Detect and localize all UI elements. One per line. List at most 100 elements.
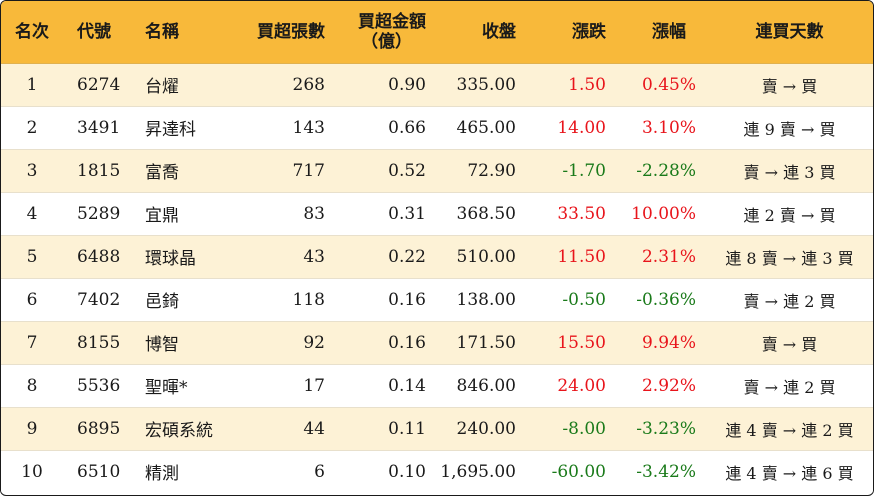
rank-cell: 3: [1, 149, 63, 193]
table-row: 9 6895 宏碩系統 44 0.11 240.00 -8.00 -3.23% 連 4 賣 → …: [1, 407, 873, 451]
header-close: 收盤: [436, 1, 526, 64]
net-buy-amount-cell: 0.16: [335, 278, 436, 322]
change-pct-cell: 2.92%: [616, 364, 706, 408]
code-cell: 7402: [63, 278, 133, 322]
change-cell: 14.00: [526, 106, 616, 150]
change-pct-cell: 10.00%: [616, 192, 706, 236]
streak-cell: 賣 → 買: [706, 63, 873, 107]
code-cell: 6274: [63, 63, 133, 107]
code-cell: 1815: [63, 149, 133, 193]
rank-cell: 10: [21, 461, 43, 482]
name-cell: 邑錡: [133, 278, 237, 322]
change-pct-cell: -3.23%: [616, 407, 706, 451]
code-cell: 5536: [63, 364, 133, 408]
header-change-pct: 漲幅: [616, 1, 706, 64]
header-row: 名次 代號 名稱 買超張數 買超金額 （億） 收盤 漲跌 漲幅 連買天數: [1, 1, 873, 64]
table-row: 6 7402 邑錡 118 0.16 138.00 -0.50 -0.36% 賣 → 連 2 買: [1, 278, 873, 322]
name-cell: 精測: [145, 464, 179, 485]
rank-cell: 2: [1, 106, 63, 150]
change-pct-cell: 2.31%: [616, 235, 706, 279]
code-cell: 8155: [63, 321, 133, 365]
rank-cell: 5: [1, 235, 63, 279]
table-row: 5 6488 環球晶 43 0.22 510.00 11.50 2.31% 連 8 賣 → 連 …: [1, 235, 873, 279]
rank-cell: 7: [1, 321, 63, 365]
code-cell: 5289: [63, 192, 133, 236]
change-pct-cell: -3.42%: [636, 461, 696, 482]
net-buy-lots-cell: 43: [237, 235, 335, 279]
table-body: 1 6274 台燿 268 0.90 335.00 1.50 0.45% 賣 → 買 2 3491 昇…: [1, 63, 873, 493]
change-cell: 24.00: [526, 364, 616, 408]
close-cell: 465.00: [436, 106, 526, 150]
table-row: 10 6510 精測 6 0.10 1,695.00 -60.00 -3.42% 連 4 賣 →…: [1, 450, 873, 493]
rank-cell: 9: [1, 407, 63, 451]
change-cell: 11.50: [526, 235, 616, 279]
change-cell: 1.50: [526, 63, 616, 107]
change-cell: 15.50: [526, 321, 616, 365]
change-pct-cell: -2.28%: [616, 149, 706, 193]
streak-cell: 連 4 賣 → 連 2 買: [706, 407, 873, 451]
net-buy-lots-cell: 17: [237, 364, 335, 408]
close-cell: 510.00: [436, 235, 526, 279]
header-net-buy-lots: 買超張數: [237, 1, 335, 64]
header-net-buy-amount-line1: 買超金額: [358, 11, 426, 32]
code-cell: 6895: [63, 407, 133, 451]
change-cell: 33.50: [526, 192, 616, 236]
change-cell: -0.50: [526, 278, 616, 322]
code-cell: 6488: [63, 235, 133, 279]
net-buy-lots-cell: 143: [237, 106, 335, 150]
streak-cell: 連 4 賣 → 連 6 買: [725, 463, 854, 483]
rank-cell: 4: [1, 192, 63, 236]
table-row: 3 1815 富喬 717 0.52 72.90 -1.70 -2.28% 賣 → 連 3 買: [1, 149, 873, 193]
net-buy-amount-cell: 0.16: [335, 321, 436, 365]
net-buy-lots-cell: 268: [237, 63, 335, 107]
header-net-buy-amount-line2: （億）: [361, 31, 412, 52]
streak-cell: 賣 → 連 2 買: [706, 278, 873, 322]
name-cell: 昇達科: [133, 106, 237, 150]
net-buy-amount-cell: 0.31: [335, 192, 436, 236]
streak-cell: 連 2 賣 → 買: [706, 192, 873, 236]
close-cell: 138.00: [436, 278, 526, 322]
streak-cell: 連 9 賣 → 買: [706, 106, 873, 150]
header-streak: 連買天數: [706, 1, 873, 64]
close-cell: 240.00: [436, 407, 526, 451]
name-cell: 聖暉*: [133, 364, 237, 408]
rank-cell: 8: [1, 364, 63, 408]
streak-cell: 賣 → 連 2 買: [706, 364, 873, 408]
change-pct-cell: 3.10%: [616, 106, 706, 150]
net-buy-lots-cell: 44: [237, 407, 335, 451]
net-buy-lots-cell: 6: [314, 461, 325, 482]
net-buy-amount-cell: 0.66: [335, 106, 436, 150]
change-cell: -1.70: [526, 149, 616, 193]
name-cell: 富喬: [133, 149, 237, 193]
code-cell: 6510: [77, 461, 121, 482]
header-name: 名稱: [133, 1, 237, 64]
close-cell: 368.50: [436, 192, 526, 236]
net-buy-amount-cell: 0.10: [388, 461, 426, 482]
streak-cell: 賣 → 買: [706, 321, 873, 365]
net-buy-lots-cell: 92: [237, 321, 335, 365]
name-cell: 博智: [133, 321, 237, 365]
name-cell: 宜鼎: [133, 192, 237, 236]
net-buy-amount-cell: 0.90: [335, 63, 436, 107]
table-row: 2 3491 昇達科 143 0.66 465.00 14.00 3.10% 連 9 賣 → 買: [1, 106, 873, 150]
table-row: 8 5536 聖暉* 17 0.14 846.00 24.00 2.92% 賣 → 連 2 買: [1, 364, 873, 408]
change-cell: -8.00: [526, 407, 616, 451]
change-cell: -60.00: [551, 461, 606, 482]
header-net-buy-amount: 買超金額 （億）: [335, 1, 436, 64]
net-buy-lots-cell: 118: [237, 278, 335, 322]
change-pct-cell: 0.45%: [616, 63, 706, 107]
rank-cell: 6: [1, 278, 63, 322]
code-cell: 3491: [63, 106, 133, 150]
table-row: 1 6274 台燿 268 0.90 335.00 1.50 0.45% 賣 → 買: [1, 63, 873, 107]
header-change: 漲跌: [526, 1, 616, 64]
close-cell: 846.00: [436, 364, 526, 408]
close-cell: 1,695.00: [440, 461, 516, 482]
streak-cell: 賣 → 連 3 買: [706, 149, 873, 193]
change-pct-cell: -0.36%: [616, 278, 706, 322]
net-buy-amount-cell: 0.14: [335, 364, 436, 408]
header-rank: 名次: [1, 1, 63, 64]
name-cell: 環球晶: [133, 235, 237, 279]
name-cell: 台燿: [133, 63, 237, 107]
